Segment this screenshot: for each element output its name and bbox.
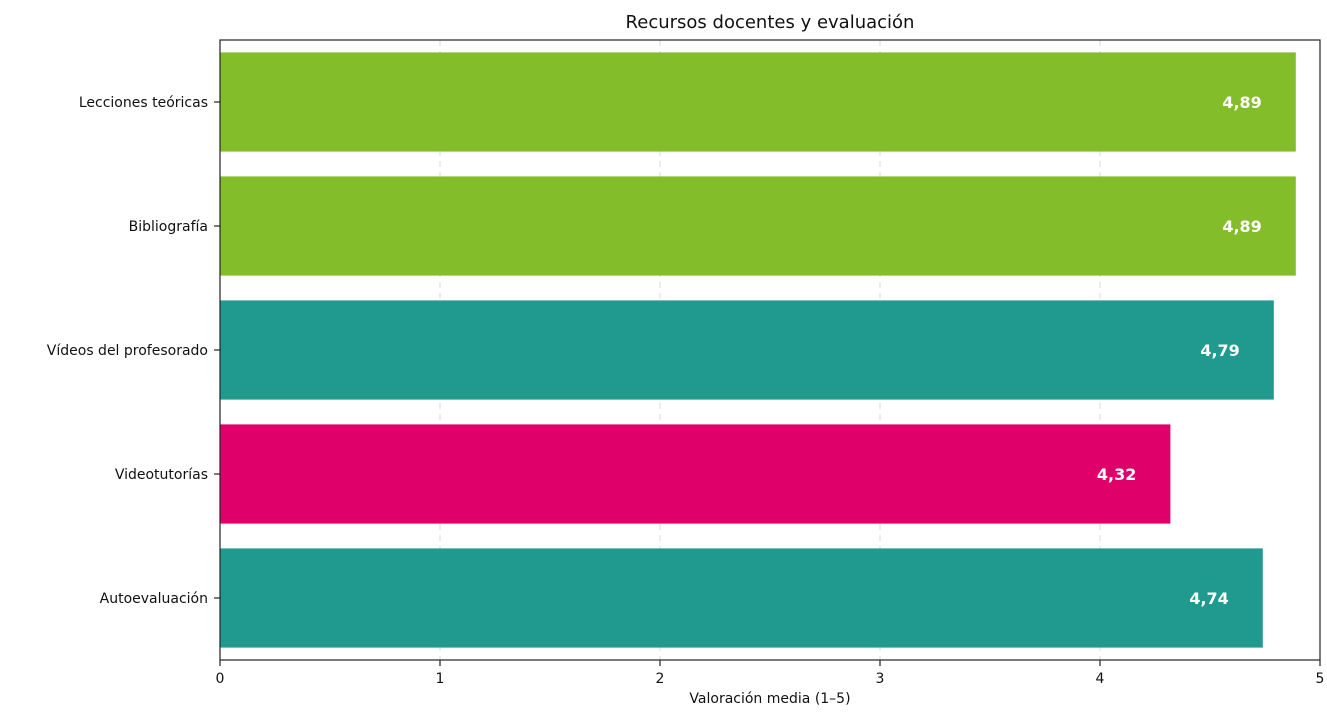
x-tick-label-1: 1 [436,671,445,687]
x-axis-label: Valoración media (1–5) [689,691,850,707]
bar-value-label-4: 4,74 [1189,589,1228,608]
bar-value-label-0: 4,89 [1222,93,1261,112]
x-tick-label-5: 5 [1316,671,1325,687]
x-tick-label-0: 0 [216,671,225,687]
bar-0 [220,52,1296,152]
y-tick-label-1: Bibliografía [129,219,208,235]
y-tick-label-3: Videotutorías [115,467,208,483]
y-tick-label-2: Vídeos del profesorado [47,343,208,359]
y-tick-label-4: Autoevaluación [100,591,208,607]
bar-value-labels: 4,89 4,89 4,79 4,32 4,74 [1097,93,1262,608]
chart-title: Recursos docentes y evaluación [626,12,915,33]
x-tick-label-3: 3 [876,671,885,687]
bar-2 [220,300,1274,400]
bar-value-label-1: 4,89 [1222,217,1261,236]
y-axis-ticks: Lecciones teóricas Bibliografía Vídeos del… [47,95,220,607]
y-tick-label-0: Lecciones teóricas [79,95,208,111]
bar-3 [220,424,1171,524]
x-axis-ticks: 0 1 2 3 4 5 [216,660,1325,687]
bar-value-label-2: 4,79 [1200,341,1239,360]
bar-value-label-3: 4,32 [1097,465,1136,484]
bar-4 [220,548,1263,648]
bar-1 [220,176,1296,276]
x-tick-label-2: 2 [656,671,665,687]
x-tick-label-4: 4 [1096,671,1105,687]
bars [220,52,1296,648]
